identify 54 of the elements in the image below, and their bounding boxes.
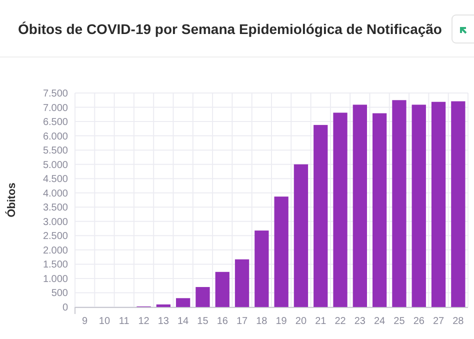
bar <box>392 100 406 307</box>
y-tick-label: 6.500 <box>42 117 68 128</box>
x-tick-label: 11 <box>118 316 130 327</box>
x-tick-label: 22 <box>334 316 346 327</box>
x-tick-label: 26 <box>413 316 425 327</box>
x-tick-label: 18 <box>256 316 268 327</box>
bar <box>372 113 387 307</box>
x-tick-label: 23 <box>354 316 366 327</box>
y-tick-label: 5.500 <box>42 146 68 157</box>
bar <box>333 112 348 307</box>
y-tick-label: 3.500 <box>42 202 68 214</box>
x-tick-label: 27 <box>432 316 445 327</box>
y-tick-label: 4.000 <box>42 188 68 200</box>
x-tick-label: 13 <box>158 316 170 327</box>
x-tick-label: 24 <box>374 316 386 327</box>
bar <box>156 304 170 307</box>
x-tick-label: 17 <box>236 316 248 327</box>
y-tick-label: 1.000 <box>42 274 68 285</box>
y-tick-label: 0 <box>62 302 68 314</box>
y-tick-label: 2.500 <box>42 231 68 242</box>
chart-title: Óbitos de COVID-19 por Semana Epidemiológica de Notificação <box>18 21 442 37</box>
x-tick-label: 12 <box>138 316 150 327</box>
y-axis-title: Óbitos <box>5 182 18 218</box>
y-tick-label: 7.000 <box>42 102 68 114</box>
y-tick-label: 500 <box>51 288 68 300</box>
bar <box>451 101 466 307</box>
bar <box>215 272 230 307</box>
bar <box>412 104 426 307</box>
bar <box>294 164 308 307</box>
y-tick-label: 4.500 <box>42 174 68 186</box>
bar <box>314 124 328 307</box>
y-tick-label: 2.000 <box>42 245 68 256</box>
x-tick-label: 20 <box>295 316 307 327</box>
x-tick-label: 19 <box>276 316 288 327</box>
y-tick-label: 7.500 <box>42 88 68 100</box>
x-tick-label: 10 <box>98 316 110 327</box>
x-tick-label: 28 <box>452 316 464 327</box>
bar <box>176 298 190 307</box>
x-tick-label: 9 <box>82 316 88 327</box>
bar <box>234 259 250 307</box>
bar <box>352 104 367 307</box>
x-tick-label: 21 <box>315 316 327 327</box>
y-tick-label: 1.500 <box>42 260 68 271</box>
y-tick-label: 3.000 <box>42 216 68 228</box>
bar <box>254 230 269 307</box>
bar <box>431 102 446 307</box>
x-tick-label: 16 <box>216 316 228 327</box>
x-tick-label: 14 <box>178 316 190 327</box>
y-tick-label: 5.000 <box>42 160 68 171</box>
x-tick-label: 25 <box>394 316 406 327</box>
x-tick-label: 15 <box>197 316 209 327</box>
bar <box>196 287 210 307</box>
y-tick-label: 6.000 <box>42 131 68 142</box>
bar <box>274 196 288 307</box>
